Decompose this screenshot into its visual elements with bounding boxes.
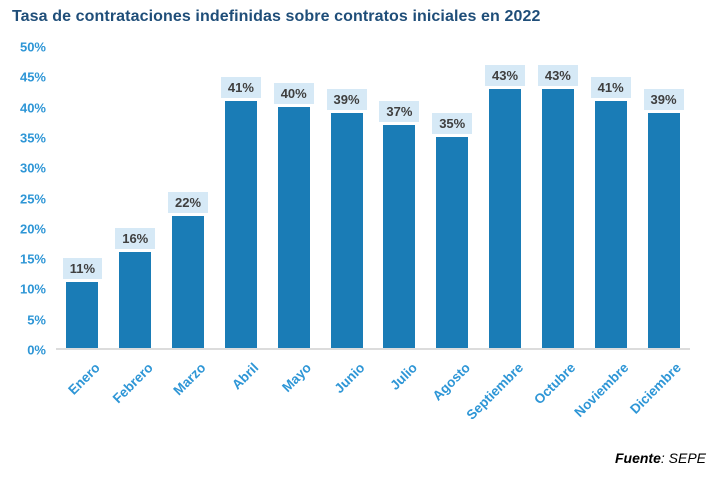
bar	[436, 137, 469, 348]
y-tick-label: 50%	[19, 39, 46, 55]
bar-column: 35% Agosto	[426, 47, 479, 403]
y-axis: 0% 5% 10% 15% 20% 25% 30% 35% 40% 45% 50%	[0, 40, 46, 358]
x-axis-label: Julio	[387, 360, 420, 393]
chart-title: Tasa de contrataciones indefinidas sobre…	[12, 8, 541, 25]
y-tick-label: 5%	[27, 312, 46, 328]
bar-column: 39% Junio	[320, 47, 373, 396]
plot-area: 11% Enero 16% Febrero 22% Marzo 41% Abril 40% May…	[56, 47, 690, 423]
bar	[277, 107, 310, 348]
bar-column: 43% Septiembre	[463, 47, 532, 423]
y-tick-label: 15%	[19, 251, 46, 267]
bar	[541, 89, 574, 348]
bar-value-label: 11%	[62, 257, 103, 279]
bar-column: 16% Febrero	[109, 47, 162, 406]
bar-value-label: 43%	[537, 65, 578, 87]
bar	[594, 101, 627, 348]
source-note: Fuente: SEPE	[615, 450, 706, 466]
x-axis-label: Mayo	[279, 360, 315, 396]
bar	[383, 125, 416, 348]
bar-column: 37% Julio	[373, 47, 426, 393]
bar-value-label: 41%	[590, 77, 631, 99]
y-tick-label: 0%	[27, 342, 46, 358]
bar-column: 43% Octubre	[531, 47, 584, 407]
y-tick-label: 25%	[19, 191, 46, 206]
source-label: Fuente	[614, 450, 661, 466]
bar	[224, 101, 257, 348]
bar	[66, 281, 99, 348]
bar-value-label: 41%	[220, 77, 261, 99]
bar-value-label: 16%	[115, 227, 156, 249]
bar	[647, 113, 680, 348]
bar	[330, 113, 363, 348]
y-tick-label: 35%	[19, 130, 46, 146]
y-tick-label: 30%	[19, 160, 46, 176]
x-axis-label: Febrero	[109, 360, 156, 407]
x-axis-label: Octubre	[531, 360, 579, 408]
bar	[119, 251, 152, 348]
bar-value-label: 37%	[379, 101, 420, 123]
x-axis-label: Junio	[331, 360, 368, 397]
y-tick-label: 10%	[19, 281, 46, 297]
x-axis-label: Enero	[65, 360, 104, 398]
bar-value-label: 35%	[432, 113, 473, 135]
y-tick-label: 40%	[19, 100, 46, 116]
bar-column: 41% Abril	[214, 47, 267, 392]
y-tick-label: 45%	[19, 69, 46, 85]
bar-column: 11% Enero	[56, 47, 109, 398]
bar-value-label: 39%	[326, 89, 367, 111]
x-axis-label: Diciembre	[627, 360, 685, 417]
x-axis-label: Agosto	[429, 360, 473, 404]
x-axis-label: Noviembre	[571, 360, 632, 420]
bar	[172, 215, 205, 348]
bar-value-label: 22%	[168, 191, 209, 213]
bar-column: 41% Noviembre	[571, 47, 637, 420]
source-value: : SEPE	[660, 450, 706, 466]
bar-value-label: 39%	[643, 89, 684, 111]
x-axis-label: Abril	[229, 360, 262, 393]
bar-column: 39% Diciembre	[627, 47, 690, 417]
bar	[489, 89, 522, 348]
x-axis-label: Marzo	[170, 360, 209, 399]
bar-column: 22% Marzo	[162, 47, 215, 398]
bar-column: 40% Mayo	[267, 47, 320, 395]
bar-value-label: 40%	[273, 83, 314, 105]
y-tick-label: 20%	[19, 221, 46, 237]
bar-value-label: 43%	[485, 65, 526, 87]
